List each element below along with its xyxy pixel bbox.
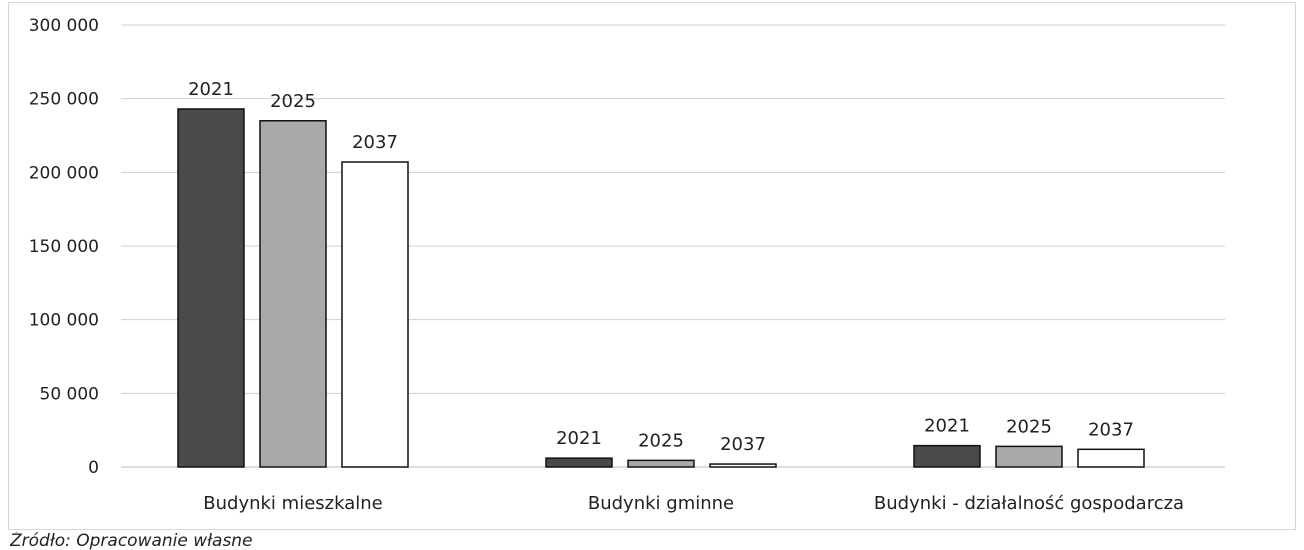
data-label: 2021 [924, 416, 970, 437]
y-tick-label: 50 000 [40, 384, 99, 404]
bar [545, 457, 613, 468]
category-label: Budynki - działalność gospodarcza [874, 493, 1184, 514]
y-tick-label: 300 000 [29, 16, 99, 36]
bars [177, 108, 1145, 468]
data-label: 2037 [720, 434, 766, 455]
y-axis-ticks: 0 50 000 100 000 150 000 200 000 250 000 300 0… [29, 16, 99, 478]
category-labels: Budynki mieszkalne Budynki gminne Budynki … [203, 493, 1184, 514]
bar [1077, 448, 1145, 468]
data-label: 2021 [188, 79, 234, 100]
chart-frame: 0 50 000 100 000 150 000 200 000 250 000 300 0… [8, 2, 1296, 530]
bar [177, 108, 245, 468]
bar-chart: 0 50 000 100 000 150 000 200 000 250 000 300 0… [29, 16, 1225, 514]
data-labels: 2021 2025 2037 2021 2025 2037 2021 2025 2037 [188, 79, 1134, 455]
y-tick-label: 0 [88, 458, 99, 478]
data-label: 2037 [352, 132, 398, 153]
data-label: 2037 [1088, 419, 1134, 440]
bar [259, 120, 327, 468]
data-label: 2025 [270, 91, 316, 112]
data-label: 2025 [638, 430, 684, 451]
y-tick-label: 200 000 [29, 163, 99, 183]
bar [627, 459, 695, 468]
data-label: 2021 [556, 428, 602, 449]
category-label: Budynki mieszkalne [203, 493, 382, 514]
data-label: 2025 [1006, 416, 1052, 437]
bar [995, 445, 1063, 468]
y-tick-label: 250 000 [29, 90, 99, 110]
category-label: Budynki gminne [588, 493, 734, 514]
bar [709, 463, 777, 468]
source-note: Źródło: Opracowanie własne [10, 532, 253, 550]
y-tick-label: 100 000 [29, 311, 99, 331]
y-tick-label: 150 000 [29, 237, 99, 257]
bar [341, 161, 409, 468]
bar [913, 444, 981, 468]
